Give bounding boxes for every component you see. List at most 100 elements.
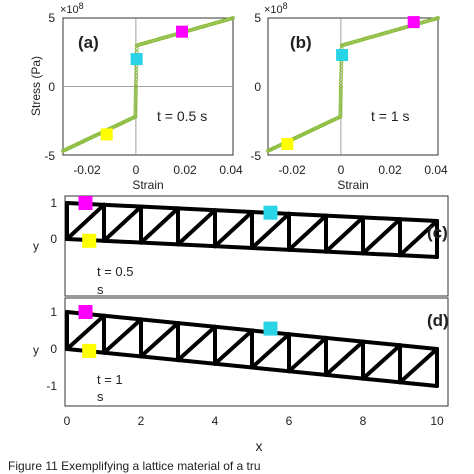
panel-b-label: (b) [290, 33, 312, 52]
data-point [338, 86, 343, 91]
panel-a-xtick-neg002: -0.02 [73, 163, 101, 177]
data-point [338, 106, 343, 110]
data-point [133, 97, 138, 102]
diagonal-member [213, 210, 254, 249]
diagonal-member [139, 206, 180, 245]
data-point [133, 114, 138, 119]
diagonal-member [361, 343, 402, 381]
yellow-marker [281, 138, 294, 150]
diagonal-member [176, 324, 217, 363]
xtick-2: 2 [138, 414, 145, 428]
panel-a-xtick-0: 0 [133, 163, 140, 177]
data-point [133, 88, 138, 93]
panel-b-ytick-neg5: -5 [250, 149, 261, 163]
panel-c-truss [65, 201, 439, 259]
yellow-marker [82, 233, 97, 248]
panel-a-ytick-0: 0 [48, 80, 55, 94]
data-point [133, 112, 138, 117]
xtick-8: 8 [360, 414, 367, 428]
diagonal-member [65, 313, 106, 351]
panel-a-xtick-002: 0.02 [173, 163, 197, 177]
data-point [338, 99, 343, 104]
diagonal-member [65, 202, 106, 241]
panel-b-xtick-002: 0.02 [378, 163, 402, 177]
magenta-marker [407, 16, 420, 29]
data-point [133, 110, 138, 115]
data-point [134, 46, 139, 51]
panel-d: (d) t = 1 s 1 0 -1 y 0 2 4 6 8 10 x [33, 297, 449, 454]
panel-c-ytick-1: 1 [50, 196, 57, 210]
figure-caption: Figure 11 Exemplifying a lattice materia… [8, 459, 261, 473]
stress-ylabel: Stress (Pa) [29, 56, 43, 116]
data-point [338, 88, 343, 93]
panel-b-ytick-5: 5 [254, 11, 261, 25]
xtick-0: 0 [64, 414, 71, 428]
data-point [338, 108, 343, 113]
diagonal-member [324, 339, 365, 377]
panel-b-xtick-neg002: -0.02 [278, 163, 306, 177]
panel-a-time-label: t = 0.5 s [157, 108, 207, 124]
data-point [134, 67, 139, 72]
panel-b: (b) t = 1 s ×108 5 0 -5 -0.02 0 0.02 0.0… [250, 1, 448, 192]
panel-a-ytick-neg5: -5 [44, 149, 55, 163]
diagonal-member [250, 211, 291, 250]
yellow-marker [82, 343, 97, 358]
diagonal-member [398, 347, 439, 385]
diagonal-member [102, 317, 143, 355]
panel-b-multiplier: ×108 [264, 1, 288, 16]
panel-c-time-line1: t = 0.5 [97, 264, 134, 279]
panel-d-truss [65, 310, 439, 388]
panel-b-markers [281, 16, 420, 150]
panel-a-label: (a) [78, 33, 99, 52]
panel-b-xtick-004: 0.04 [424, 163, 448, 177]
panel-b-multiplier-exp: 8 [283, 1, 288, 11]
data-point [133, 81, 138, 86]
panel-a: (a) t = 0.5 s ×108 5 0 -5 -0.02 0 0.02 0… [29, 1, 243, 192]
data-point [133, 91, 138, 95]
data-point [133, 86, 138, 91]
data-point [339, 60, 344, 65]
data-point [436, 16, 440, 20]
panel-c-ytick-0: 0 [50, 232, 57, 246]
panel-d-markers [78, 305, 278, 358]
diagonal-member [287, 213, 328, 252]
yellow-marker [100, 128, 113, 141]
diagonal-member [250, 332, 291, 370]
magenta-marker [78, 196, 93, 210]
data-point [338, 101, 343, 106]
panel-a-xlabel: Strain [132, 178, 163, 192]
xtick-4: 4 [212, 414, 219, 428]
magenta-marker [176, 25, 188, 38]
diagonal-member [287, 335, 328, 374]
panel-b-time-label: t = 1 s [371, 108, 410, 124]
panel-d-label: (d) [427, 311, 449, 330]
diagonal-member [398, 219, 439, 258]
data-point [338, 103, 343, 108]
panel-d-time-line2: s [97, 389, 104, 404]
data-point [133, 101, 138, 106]
magenta-marker [78, 305, 93, 319]
cyan-marker [336, 49, 349, 61]
panel-c-frame [64, 195, 449, 297]
panel-b-multiplier-base: ×10 [264, 4, 283, 16]
data-point [338, 114, 343, 119]
panel-a-markers [100, 25, 188, 141]
diagonal-member [324, 215, 365, 254]
panel-a-multiplier: ×108 [60, 1, 84, 16]
panel-b-xlabel: Strain [337, 178, 368, 192]
panel-a-multiplier-exp: 8 [79, 1, 84, 11]
panel-d-ytick-0: 0 [50, 342, 57, 356]
truss-xlabel: x [256, 438, 263, 454]
cyan-marker [263, 205, 278, 220]
cyan-marker [263, 321, 278, 336]
data-point [338, 81, 343, 86]
diagonal-member [213, 328, 254, 366]
panel-d-ylabel: y [33, 343, 39, 357]
data-point [133, 95, 138, 100]
panel-a-ytick-5: 5 [48, 11, 55, 25]
data-point [338, 93, 343, 98]
data-point [133, 108, 138, 113]
data-point [338, 95, 343, 100]
data-point [351, 40, 355, 45]
data-point [231, 16, 235, 20]
